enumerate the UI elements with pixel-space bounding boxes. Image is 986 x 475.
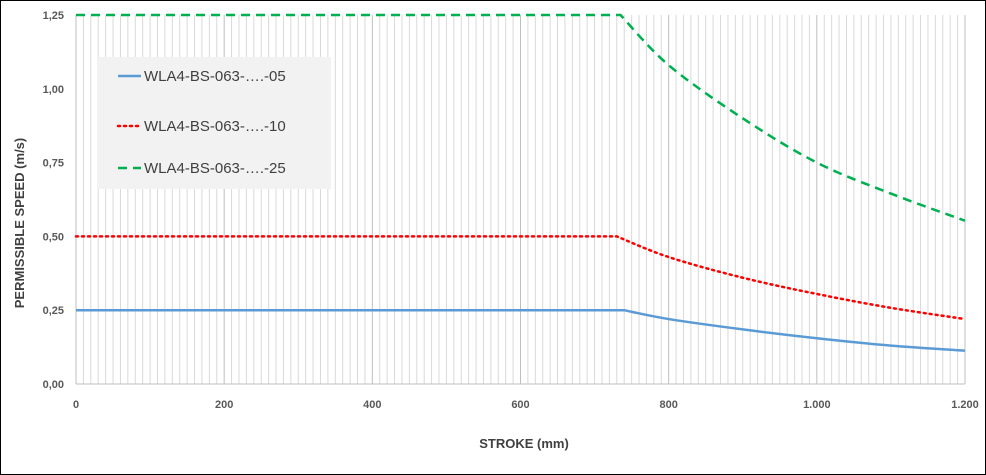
y-tick-label: 0,25 xyxy=(43,305,64,317)
y-tick-label: 0,75 xyxy=(43,158,64,170)
y-axis-title: PERMISSIBLE SPEED (m/s) xyxy=(12,138,27,308)
x-axis-title: STROKE (mm) xyxy=(479,436,569,451)
legend-label: WLA4-BS-063-….-05 xyxy=(144,68,286,85)
series-line-3 xyxy=(76,13,966,222)
y-tick-label: 0,50 xyxy=(43,231,64,243)
x-tick-label: 1.000 xyxy=(803,399,831,411)
y-tick-label: 0,00 xyxy=(43,379,64,391)
series-line-2 xyxy=(74,235,967,321)
x-tick-label: 800 xyxy=(659,399,677,411)
x-tick-label: 400 xyxy=(363,399,381,411)
x-tick-labels: 0 200 400 600 800 1.000 1.200 xyxy=(73,399,979,411)
legend: WLA4-BS-063-….-05 WLA4-BS-063-….-10 WLA4-B… xyxy=(116,68,286,177)
x-tick-label: 1.200 xyxy=(951,399,979,411)
series-line-1 xyxy=(76,308,966,352)
y-tick-labels: 0,00 0,25 0,50 0,75 1,00 1,25 xyxy=(43,10,64,391)
series-lines xyxy=(74,13,967,352)
x-tick-label: 600 xyxy=(511,399,529,411)
y-tick-label: 1,25 xyxy=(43,10,64,22)
axes xyxy=(75,15,965,385)
legend-label: WLA4-BS-063-….-25 xyxy=(144,160,286,177)
y-tick-label: 1,00 xyxy=(43,84,64,96)
x-tick-label: 200 xyxy=(215,399,233,411)
x-tick-label: 0 xyxy=(73,399,79,411)
legend-label: WLA4-BS-063-….-10 xyxy=(144,118,286,135)
